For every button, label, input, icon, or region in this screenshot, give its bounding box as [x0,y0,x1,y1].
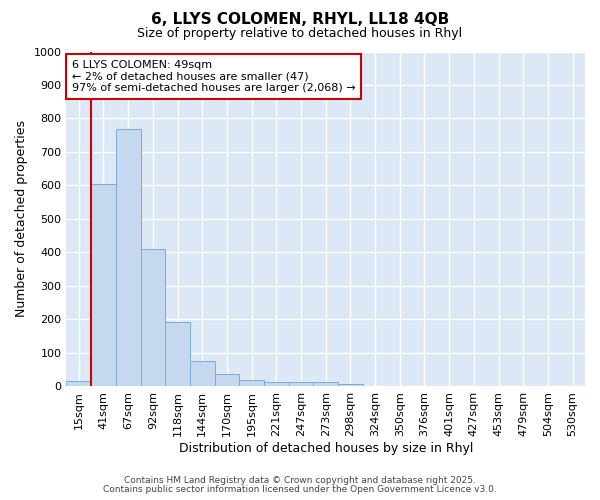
Bar [264,382,289,386]
Text: Contains HM Land Registry data © Crown copyright and database right 2025.: Contains HM Land Registry data © Crown c… [124,476,476,485]
Bar [140,249,165,386]
Bar [215,374,239,386]
Text: Size of property relative to detached houses in Rhyl: Size of property relative to detached ho… [137,28,463,40]
Bar [165,322,190,386]
Text: 6 LLYS COLOMEN: 49sqm
← 2% of detached houses are smaller (47)
97% of semi-detac: 6 LLYS COLOMEN: 49sqm ← 2% of detached h… [71,60,355,93]
Bar [338,384,363,386]
Y-axis label: Number of detached properties: Number of detached properties [15,120,28,318]
Bar [190,362,215,386]
Bar [313,382,338,386]
Text: 6, LLYS COLOMEN, RHYL, LL18 4QB: 6, LLYS COLOMEN, RHYL, LL18 4QB [151,12,449,28]
X-axis label: Distribution of detached houses by size in Rhyl: Distribution of detached houses by size … [179,442,473,455]
Text: Contains public sector information licensed under the Open Government Licence v3: Contains public sector information licen… [103,485,497,494]
Bar [67,382,91,386]
Bar [116,128,140,386]
Bar [289,382,313,386]
Bar [91,184,116,386]
Bar [239,380,264,386]
